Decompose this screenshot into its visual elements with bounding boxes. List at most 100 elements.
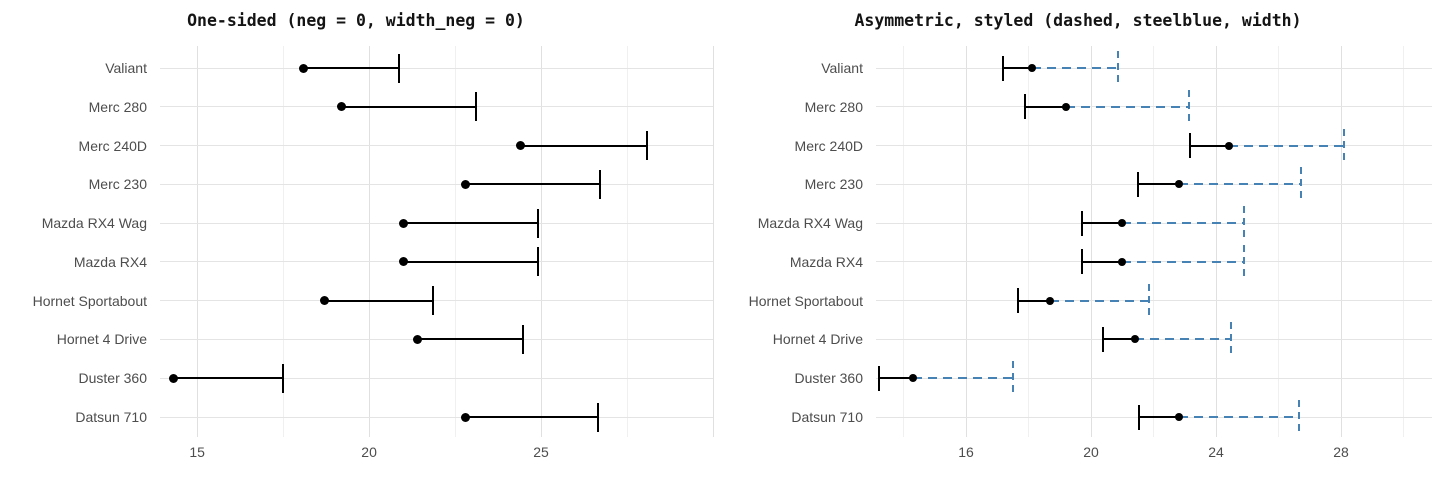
- y-axis-label: Duster 360: [794, 370, 863, 387]
- error-bar-negative: [1025, 105, 1067, 108]
- x-gridline-major: [1090, 46, 1092, 437]
- category-gridline: [160, 183, 713, 185]
- data-point: [908, 374, 917, 383]
- y-axis-label: Merc 240D: [78, 137, 147, 154]
- data-point: [1224, 141, 1233, 150]
- error-bar-cap-negative: [1024, 94, 1027, 120]
- error-bar-cap-positive: [1243, 206, 1246, 241]
- data-point: [299, 63, 309, 73]
- y-axis-label: Hornet 4 Drive: [772, 331, 863, 348]
- error-bar-positive: [1228, 144, 1344, 147]
- x-gridline-minor: [626, 46, 628, 437]
- error-bar-negative: [1002, 67, 1032, 69]
- error-bar-negative: [1137, 183, 1179, 186]
- error-bar-positive: [520, 144, 648, 147]
- data-point: [168, 373, 178, 383]
- x-gridline-major: [965, 46, 967, 437]
- x-gridline-major: [368, 46, 370, 437]
- data-point: [398, 218, 408, 228]
- y-axis-label: Mazda RX4: [73, 253, 147, 270]
- error-bar-cap-positive: [1297, 400, 1300, 435]
- data-point: [412, 334, 422, 344]
- error-bar-positive: [341, 105, 477, 108]
- y-axis-label: Hornet Sportabout: [748, 292, 863, 309]
- error-bar-positive: [303, 67, 399, 69]
- error-bar-cap-negative: [1137, 404, 1140, 430]
- error-bar-cap-negative: [878, 365, 881, 391]
- x-gridline-major: [1215, 46, 1217, 437]
- x-gridline-minor: [1153, 46, 1155, 437]
- error-bar-cap-positive: [1012, 361, 1015, 396]
- category-gridline: [160, 377, 713, 379]
- x-gridline-major: [196, 46, 198, 437]
- error-bar-positive: [324, 299, 433, 302]
- error-bar-cap-positive: [431, 286, 434, 316]
- error-bar-negative: [1102, 338, 1135, 341]
- error-bar-cap-positive: [1342, 128, 1345, 163]
- error-bar-cap-negative: [1189, 133, 1192, 159]
- category-gridline: [160, 145, 713, 147]
- left-plot-title: One-sided (neg = 0, width_neg = 0): [187, 11, 525, 30]
- data-point: [515, 141, 525, 151]
- data-point: [460, 412, 470, 422]
- error-bar-positive: [1066, 105, 1189, 108]
- category-gridline: [876, 145, 1432, 147]
- x-gridline-minor: [1403, 46, 1405, 437]
- data-point: [1130, 335, 1139, 344]
- data-point: [1027, 64, 1036, 72]
- y-axis-label: Merc 240D: [794, 137, 863, 154]
- y-axis-label: Mazda RX4: [789, 253, 863, 270]
- x-axis-tick-label: 28: [1333, 444, 1349, 460]
- x-gridline-minor: [454, 46, 456, 437]
- y-axis-label: Valiant: [821, 60, 863, 76]
- error-bar-cap-positive: [646, 131, 649, 161]
- x-axis-tick-label: 20: [361, 444, 377, 460]
- error-bar-positive: [1122, 260, 1245, 263]
- x-gridline-major: [540, 46, 542, 437]
- error-bar-cap-negative: [1001, 55, 1004, 81]
- error-bar-negative: [1190, 144, 1229, 147]
- data-point: [1062, 102, 1071, 111]
- error-bar-cap-positive: [599, 169, 602, 199]
- error-bar-cap-positive: [397, 53, 400, 83]
- y-axis-label: Merc 230: [88, 176, 147, 193]
- y-axis-label: Datsun 710: [791, 409, 863, 426]
- x-axis-tick-label: 24: [1208, 444, 1224, 460]
- category-gridline: [876, 377, 1432, 379]
- category-gridline: [876, 67, 1432, 69]
- data-point: [398, 257, 408, 267]
- error-bar-positive: [173, 377, 284, 380]
- error-bar-positive: [403, 260, 538, 263]
- category-gridline: [160, 67, 713, 69]
- error-bar-negative: [879, 377, 913, 380]
- data-point: [1118, 257, 1127, 266]
- error-bar-negative: [1138, 416, 1179, 419]
- error-bar-cap-positive: [1147, 283, 1150, 318]
- error-bar-cap-negative: [1080, 249, 1083, 275]
- error-bar-positive: [465, 183, 601, 186]
- error-bar-cap-positive: [1187, 89, 1190, 124]
- error-bar-negative: [1081, 222, 1123, 225]
- y-axis-label: Mazda RX4 Wag: [41, 215, 147, 232]
- y-axis-label: Valiant: [105, 60, 147, 76]
- y-axis-label: Mazda RX4 Wag: [757, 215, 863, 232]
- y-axis-label: Merc 230: [804, 176, 863, 193]
- y-axis-label: Duster 360: [78, 370, 147, 387]
- error-bar-cap-negative: [1136, 171, 1139, 197]
- error-bar-cap-positive: [1116, 51, 1119, 85]
- error-bar-cap-positive: [1300, 167, 1303, 202]
- error-bar-positive: [403, 222, 538, 225]
- data-point: [337, 102, 347, 112]
- y-axis-label: Hornet 4 Drive: [56, 331, 147, 348]
- y-axis-label: Merc 280: [88, 98, 147, 115]
- category-gridline: [876, 300, 1432, 302]
- data-point: [1118, 219, 1127, 228]
- error-bar-cap-positive: [475, 92, 478, 122]
- x-axis-tick-label: 20: [1083, 444, 1099, 460]
- x-gridline-minor: [1028, 46, 1030, 437]
- y-axis-label: Hornet Sportabout: [32, 292, 147, 309]
- error-bar-positive: [1178, 183, 1302, 186]
